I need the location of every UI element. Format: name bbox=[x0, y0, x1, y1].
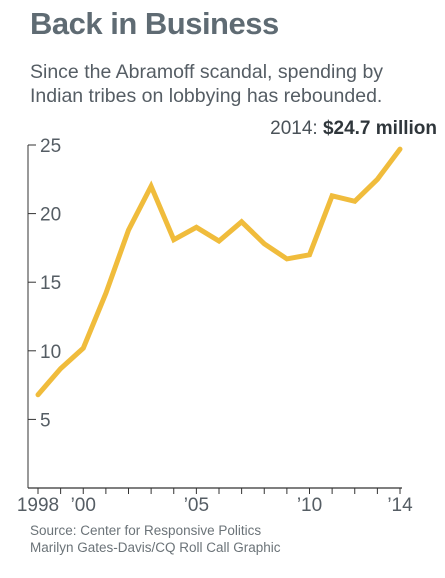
source-note: Source: Center for Responsive Politics M… bbox=[30, 522, 281, 556]
chart-subtitle: Since the Abramoff scandal, spending by … bbox=[30, 61, 384, 107]
data-point bbox=[194, 225, 199, 230]
data-point bbox=[262, 241, 267, 246]
data-series-line bbox=[35, 146, 403, 398]
callout-prefix: 2014: bbox=[270, 118, 323, 139]
data-point bbox=[81, 346, 86, 351]
y-tick-label: 25 bbox=[40, 136, 61, 157]
data-point bbox=[36, 392, 41, 397]
data-point bbox=[217, 239, 222, 244]
data-point bbox=[398, 147, 403, 152]
y-tick-label: 20 bbox=[40, 205, 61, 226]
data-point bbox=[58, 366, 63, 371]
x-tick-label: ’10 bbox=[297, 495, 322, 516]
data-point bbox=[375, 177, 380, 182]
x-tick-label: 1998 bbox=[17, 495, 59, 516]
chart-title: Back in Business bbox=[30, 6, 279, 41]
data-point bbox=[284, 256, 289, 261]
data-point bbox=[352, 199, 357, 204]
x-tick-label: ’14 bbox=[387, 495, 413, 516]
data-point bbox=[239, 219, 244, 224]
x-tick-label: ’00 bbox=[71, 495, 96, 516]
annotation-callout: 2014: $24.7 million bbox=[270, 118, 437, 140]
data-point bbox=[126, 228, 131, 233]
x-tick-label: ’05 bbox=[184, 495, 209, 516]
data-point bbox=[149, 184, 154, 189]
credit-line: Marilyn Gates-Davis/CQ Roll Call Graphic bbox=[30, 540, 281, 555]
data-point bbox=[171, 237, 176, 242]
data-point bbox=[307, 252, 312, 257]
data-point bbox=[103, 291, 108, 296]
y-tick-label: 5 bbox=[40, 410, 51, 431]
callout-value: $24.7 million bbox=[322, 118, 437, 139]
source-line: Source: Center for Responsive Politics bbox=[30, 523, 262, 538]
y-tick-label: 10 bbox=[40, 342, 61, 363]
data-point bbox=[330, 193, 335, 198]
y-tick-label: 15 bbox=[40, 273, 61, 294]
